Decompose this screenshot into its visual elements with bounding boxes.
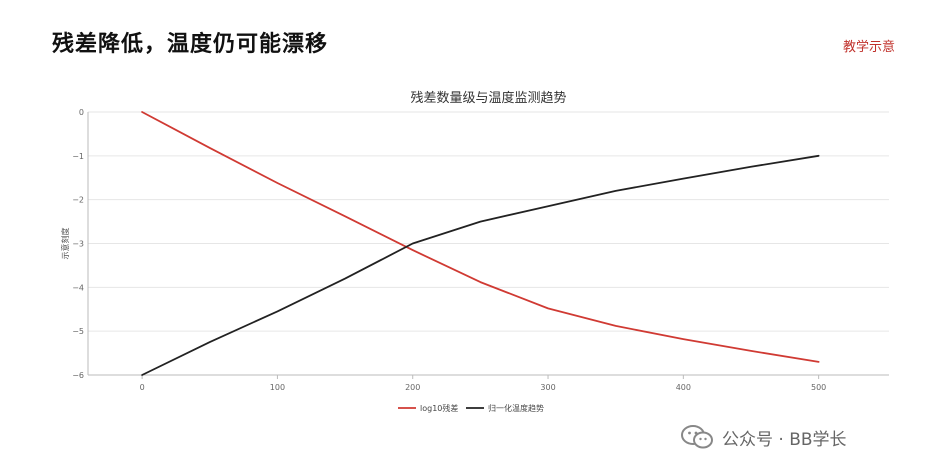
page-tag: 教学示意 bbox=[842, 40, 895, 55]
watermark-text: 公众号 · BB学长 bbox=[722, 429, 847, 450]
y-tick-label: −4 bbox=[72, 283, 84, 292]
chart-title: 残差数量级与温度监测趋势 bbox=[410, 90, 566, 106]
legend-label-2: 归一化温度趋势 bbox=[488, 403, 544, 413]
x-tick-label: 100 bbox=[270, 383, 285, 392]
x-tick-label: 200 bbox=[405, 383, 420, 392]
wechat-icon bbox=[681, 425, 713, 449]
y-tick-label: −2 bbox=[72, 196, 84, 205]
y-tick-label: −5 bbox=[72, 327, 84, 336]
y-tick-label: −3 bbox=[72, 240, 84, 249]
series-line-2 bbox=[141, 154, 820, 376]
x-tick-label: 300 bbox=[540, 383, 555, 392]
watermark: 公众号 · BB学长 bbox=[680, 424, 847, 450]
y-tick-label: −6 bbox=[72, 371, 84, 380]
x-tick-label: 500 bbox=[811, 383, 826, 392]
x-tick-label: 400 bbox=[676, 383, 691, 392]
series-line-1 bbox=[141, 111, 820, 363]
y-tick-label: −1 bbox=[72, 152, 84, 161]
x-tick-label: 0 bbox=[140, 383, 145, 392]
y-tick-label: 0 bbox=[79, 108, 84, 117]
legend-label-1: log10残差 bbox=[420, 403, 458, 413]
page-title: 残差降低，温度仍可能漂移 bbox=[52, 32, 329, 57]
y-axis-label: 示意刻度 bbox=[60, 228, 70, 260]
